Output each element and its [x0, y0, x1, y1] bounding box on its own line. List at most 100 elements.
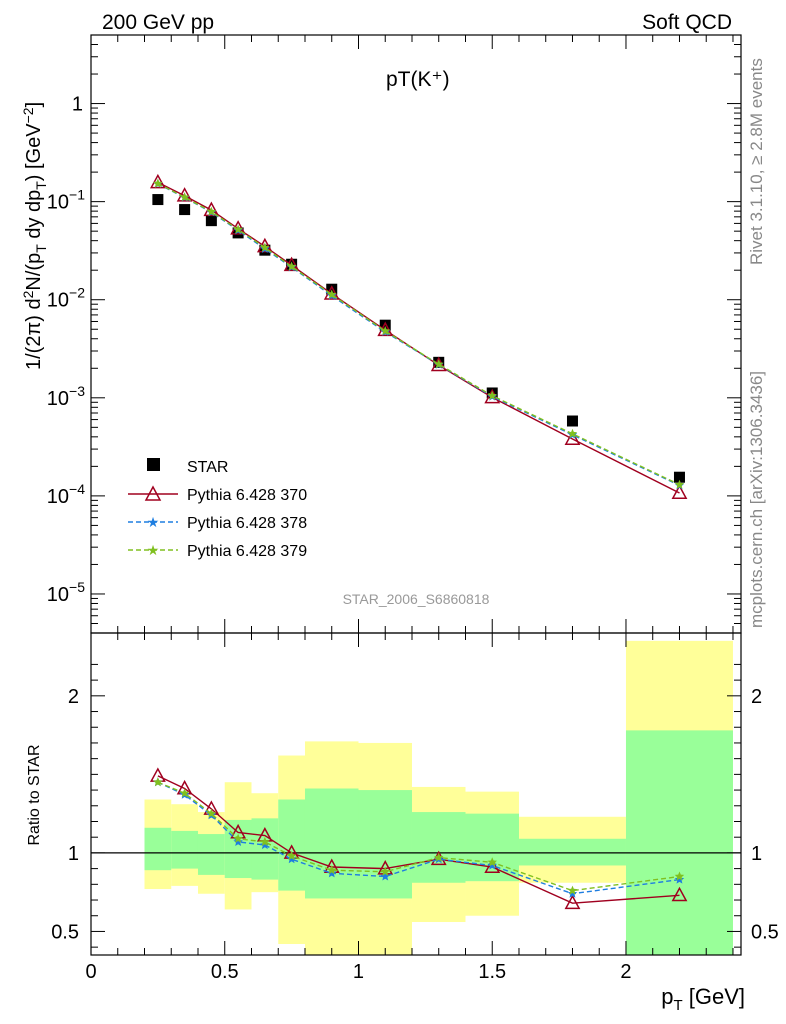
- data-point-p379: [567, 428, 578, 438]
- ratio-y-tick-label-right: 2: [751, 686, 762, 708]
- data-point-p379: [179, 192, 190, 202]
- data-point-p379: [286, 261, 297, 271]
- ratio-y-label: Ratio to STAR: [26, 744, 43, 845]
- ratio-y-axis: 0.5 0.5 1 1 2 2: [51, 663, 779, 948]
- ratio-point-p379: [206, 808, 217, 818]
- ratio-point-p370: [671, 886, 688, 902]
- plot-title-text: pT(K⁺): [386, 68, 450, 91]
- main-y-tick-label: 10−4: [47, 481, 85, 508]
- header-left: 200 GeV pp: [102, 11, 214, 34]
- data-point-p370: [484, 388, 501, 404]
- ratio-x-axis: 0 0.5 1 1.5 2: [85, 633, 734, 983]
- data-point-p370: [564, 430, 581, 446]
- main-y-tick-label: 10−3: [47, 383, 85, 410]
- ratio-band-inner: [224, 819, 252, 879]
- ratio-point-p378: [327, 868, 337, 878]
- data-point-p379: [380, 326, 390, 335]
- data-point-p370: [149, 173, 166, 189]
- data-point-p379: [434, 359, 444, 369]
- main-y-tick-label: 10−5: [47, 579, 85, 606]
- ratio-band-inner: [358, 790, 412, 899]
- x-tick-label: 1.5: [478, 961, 506, 983]
- ratio-band-inner: [171, 830, 198, 869]
- data-point-p379: [327, 289, 337, 299]
- ratio-band-inner: [144, 827, 172, 871]
- data-point-star: [179, 204, 191, 216]
- data-point-p379: [153, 178, 163, 188]
- ratio-point-p378: [380, 871, 390, 881]
- main-series-layer: [149, 173, 688, 500]
- data-point-p379: [233, 224, 243, 234]
- ratio-point-p379: [380, 866, 390, 876]
- ratio-band-inner: [411, 812, 466, 883]
- ratio-point-p379: [153, 777, 163, 787]
- ratio-point-p379: [327, 865, 337, 875]
- ratio-band-inner: [304, 788, 359, 899]
- data-point-star: [673, 471, 685, 483]
- x-tick-label: 1: [353, 961, 364, 983]
- main-y-tick-label: 10−2: [47, 285, 85, 312]
- main-y-label: 1/(2π) d2N/(pT dy dpT) [GeV−2]: [20, 102, 49, 370]
- ratio-point-p379: [674, 871, 685, 881]
- data-point-star: [152, 194, 164, 206]
- ratio-band-inner: [518, 838, 626, 866]
- series-line-p379: [157, 182, 680, 486]
- ratio-point-p379: [260, 836, 270, 846]
- ratio-y-tick-label-right: 1: [751, 843, 762, 865]
- ratio-band-inner: [197, 834, 225, 875]
- ratio-point-p370: [484, 858, 501, 874]
- ratio-line-p378: [157, 781, 680, 895]
- ratio-band-inner: [465, 813, 519, 882]
- legend-marker-star: [147, 458, 160, 471]
- ratio-point-p379: [233, 833, 243, 843]
- legend-label-p370: Pythia 6.428 370: [187, 487, 307, 504]
- legend-label-star: STAR: [187, 459, 228, 476]
- ratio-band-inner: [625, 730, 733, 955]
- ratio-y-tick-label: 1: [68, 843, 79, 865]
- series-line-p370: [157, 181, 680, 494]
- x-axis-label: pT [GeV]: [661, 984, 745, 1014]
- data-point-p379: [260, 242, 270, 252]
- rivet-label: Rivet 3.1.10, ≥ 2.8M events: [747, 58, 766, 265]
- ratio-point-p378: [260, 840, 270, 850]
- x-tick-label: 2: [620, 961, 631, 983]
- main-y-axis: 10−5 10−4 10−3 10−2 10−1 1: [47, 35, 741, 633]
- legend: STAR Pythia 6.428 370 ★ Pythia 6.428 378…: [128, 458, 307, 560]
- legend-label-p379: Pythia 6.428 379: [187, 543, 307, 560]
- analysis-watermark: STAR_2006_S6860818: [343, 591, 490, 607]
- data-point-star: [326, 283, 338, 295]
- legend-marker-p370: [144, 485, 162, 501]
- ratio-series-layer: [149, 767, 688, 910]
- data-point-p379: [206, 206, 217, 216]
- data-point-star: [205, 215, 217, 227]
- ratio-y-tick-label: 0.5: [51, 921, 79, 943]
- ratio-point-p378: [567, 888, 578, 898]
- data-point-p370: [430, 356, 447, 372]
- data-point-star: [566, 415, 578, 427]
- plot-title: pT(K⁺): [386, 68, 450, 91]
- data-point-star: [232, 227, 244, 239]
- ratio-y-tick-label: 2: [68, 686, 79, 708]
- main-y-tick-label: 1: [72, 94, 83, 116]
- ratio-point-p378: [233, 836, 243, 846]
- ratio-point-p378: [286, 854, 297, 864]
- ratio-point-p370: [564, 894, 581, 910]
- data-point-p379: [487, 390, 497, 400]
- ratio-point-p378: [674, 874, 685, 884]
- ratio-y-tick-label-right: 0.5: [751, 921, 779, 943]
- ratio-uncertainty-bands: [144, 640, 733, 955]
- legend-marker-p378: ★: [147, 514, 160, 530]
- legend-label-p378: Pythia 6.428 378: [187, 515, 307, 532]
- ratio-point-p379: [179, 788, 190, 798]
- ratio-line-p379: [157, 781, 680, 892]
- main-y-tick-label: 10−1: [47, 187, 85, 214]
- ratio-point-p379: [286, 851, 297, 861]
- data-point-p370: [671, 484, 688, 500]
- data-point-star: [379, 319, 391, 331]
- ratio-point-p379: [567, 885, 578, 895]
- x-tick-label: 0.5: [211, 961, 239, 983]
- ratio-frame: [90, 632, 742, 956]
- x-tick-label: 0: [85, 961, 96, 983]
- header-right: Soft QCD: [642, 11, 732, 34]
